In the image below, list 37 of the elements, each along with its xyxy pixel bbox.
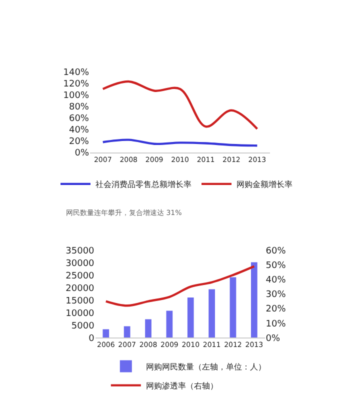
y-tick-label: 30000 — [66, 258, 95, 269]
y-tick-label: 80% — [69, 102, 90, 112]
line-series — [104, 265, 256, 307]
legend-label: 网购金额增长率 — [236, 180, 292, 190]
legend-label: 网购网民数量（左轴，单位：人） — [146, 362, 266, 372]
legend-label: 社会消费品零售总额增长率 — [96, 180, 192, 190]
y-tick-label: 60% — [69, 114, 90, 124]
y-tick-label: 25000 — [66, 271, 95, 282]
y2-tick-label: 10% — [266, 319, 286, 330]
bar — [187, 297, 194, 338]
bar — [145, 319, 152, 338]
y-tick-label: 40% — [69, 126, 90, 136]
y-tick-label: 140% — [63, 68, 90, 78]
y-tick-label: 0% — [74, 148, 90, 159]
bar — [208, 289, 215, 338]
y-tick-label: 15000 — [66, 296, 95, 306]
y-tick-label: 100% — [63, 90, 90, 101]
bar — [230, 277, 236, 338]
line-series — [102, 80, 258, 130]
bar — [124, 326, 130, 338]
y2-tick-label: 60% — [266, 246, 286, 256]
bar — [250, 262, 258, 338]
y-tick-label: 20% — [69, 137, 90, 148]
y-tick-label: 35000 — [66, 246, 95, 256]
bar — [166, 310, 173, 338]
y2-tick-label: 30% — [266, 290, 286, 300]
y2-tick-label: 20% — [266, 304, 286, 315]
legend-label: 网购渗透率（右轴） — [146, 381, 218, 390]
y-tick-label: 120% — [63, 79, 90, 90]
y-tick-label: 10000 — [66, 308, 95, 319]
y-tick-label: 5000 — [71, 321, 95, 332]
bar — [102, 329, 110, 338]
y2-tick-label: 50% — [266, 261, 286, 271]
y-tick-label: 0 — [88, 334, 95, 344]
y-tick-label: 20000 — [66, 284, 95, 294]
y2-tick-label: 40% — [266, 276, 286, 286]
y2-tick-label: 0% — [266, 334, 280, 344]
